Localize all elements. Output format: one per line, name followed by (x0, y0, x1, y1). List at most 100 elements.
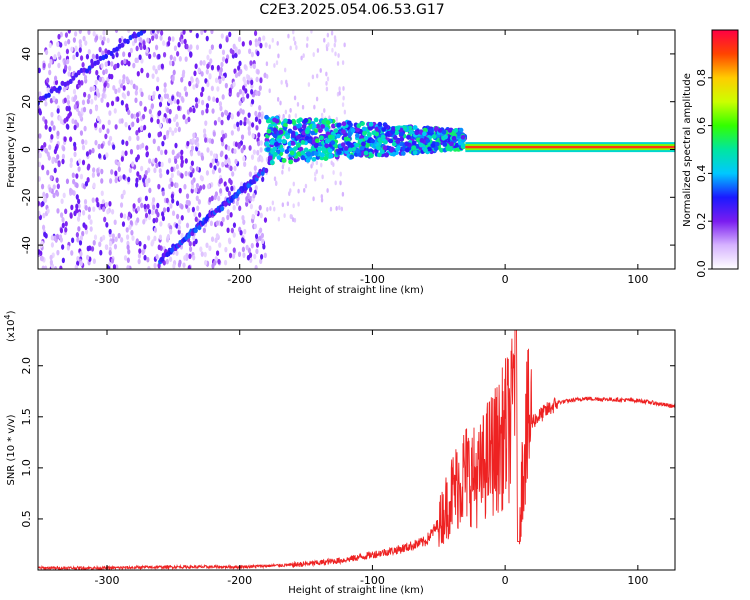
spectrogram-cell (287, 33, 290, 39)
spectrogram-cell (157, 161, 162, 167)
spectrogram-cell (180, 232, 184, 239)
spectrogram-cell (255, 90, 259, 96)
spectrogram-cell (108, 135, 113, 142)
spectrogram-cell (147, 132, 152, 139)
spectrogram-cell (77, 79, 81, 86)
spectrogram-cell (69, 157, 73, 164)
spectrogram-cell (115, 52, 119, 58)
spectrogram-cell (170, 181, 174, 187)
spectrogram-cell (332, 170, 335, 175)
spectrogram-cell (104, 68, 108, 75)
spectrogram-cell (253, 223, 257, 230)
spectrogram-cell (276, 97, 280, 102)
spectrogram-cell (175, 121, 179, 128)
spectrogram-cell (180, 173, 184, 179)
spectrogram-cell (423, 147, 428, 153)
spectrogram-cell (42, 212, 46, 219)
spectrogram-cell (69, 213, 73, 219)
snr-x-tick-label: -100 (360, 574, 385, 587)
spectrogram-cell (180, 76, 184, 83)
spectrogram-cell (48, 144, 52, 151)
spectrogram-cell (121, 139, 125, 145)
spectrogram-cell (49, 175, 53, 181)
spectrogram-cell (44, 119, 48, 125)
svg-text:(x104): (x104) (3, 310, 17, 342)
spectrogram-cell (338, 205, 341, 211)
spectrogram-cell (220, 61, 224, 68)
spectrogram-x-tick-label: -200 (227, 273, 252, 286)
spectrogram-cell (375, 145, 381, 151)
spectrogram-cell (324, 126, 330, 132)
spectrogram-cell (112, 264, 117, 269)
spectrogram-cell (391, 141, 397, 147)
spectrogram-cell (148, 158, 152, 164)
spectrogram-cell (132, 62, 136, 69)
spectrogram-cell (167, 36, 172, 42)
spectrogram-cell (230, 185, 234, 192)
spectrogram-cell (157, 131, 161, 138)
spectrogram-cell (228, 252, 233, 259)
spectrogram-cell (249, 203, 253, 210)
spectrogram-cell (147, 235, 151, 241)
spectrogram-cell (379, 149, 385, 155)
spectrogram-cell (347, 147, 353, 153)
spectrogram-cell (153, 262, 157, 269)
spectrogram-cell (113, 219, 117, 226)
spectrogram-cell (110, 258, 115, 264)
spectrogram-cell (286, 201, 290, 207)
spectrogram-cell (166, 107, 170, 114)
spectrogram-cell (196, 141, 200, 148)
spectrogram-cell (229, 165, 233, 172)
spectrogram-cell (254, 41, 258, 48)
spectrogram-cell (176, 213, 180, 220)
spectrogram-cell (178, 92, 182, 98)
spectrogram-cell (180, 215, 184, 221)
spectrogram-cell (304, 129, 310, 135)
spectrogram-cell (75, 203, 79, 210)
spectrogram-cell (85, 53, 90, 60)
spectrogram-cell (184, 158, 188, 164)
spectrogram-cell (267, 155, 273, 161)
spectrogram-cell (320, 194, 324, 199)
spectrogram-cell (247, 125, 251, 132)
spectrogram-cell (86, 177, 90, 183)
spectrogram-cell (249, 257, 253, 263)
spectrogram-cell (187, 116, 191, 123)
spectrogram-cell (254, 116, 259, 123)
spectrogram-cell (81, 159, 86, 166)
spectrogram-cell (260, 253, 264, 260)
spectrogram-cell (72, 37, 76, 43)
spectrogram-cell (214, 237, 218, 244)
spectrogram-cell (78, 39, 82, 45)
spectrogram-cell (147, 94, 152, 101)
spectrogram-cell (129, 79, 134, 86)
spectrogram-cell (232, 222, 237, 228)
spectrogram-cell (363, 150, 369, 156)
spectrogram-cell (169, 224, 173, 231)
spectrogram-cell (261, 176, 265, 183)
spectrogram-cell (209, 150, 213, 156)
spectrogram-cell (193, 227, 198, 234)
spectrogram-cell (139, 125, 144, 132)
snr-line-group (38, 330, 675, 570)
spectrogram-cell (236, 91, 240, 98)
spectrogram-cell (213, 260, 217, 266)
spectrogram-cell (57, 85, 62, 91)
spectrogram-cell (250, 98, 255, 105)
spectrogram-cell (257, 111, 262, 118)
spectrogram-cell (56, 130, 60, 137)
spectrogram-cell (232, 247, 236, 253)
spectrogram-cell (107, 60, 111, 67)
spectrogram-cell (108, 240, 113, 247)
spectrogram-cell (199, 60, 203, 66)
spectrogram-cell (189, 165, 193, 171)
spectrogram-cell (186, 140, 190, 147)
spectrogram-cell (104, 48, 108, 54)
spectrogram-cell (127, 248, 131, 255)
spectrogram-cell (191, 137, 195, 144)
spectrogram-cell (295, 45, 298, 50)
spectrogram-cell (120, 118, 124, 124)
spectrogram-cell (411, 140, 417, 146)
spectrogram-cell (79, 235, 83, 241)
spectrogram-cell (184, 56, 188, 62)
